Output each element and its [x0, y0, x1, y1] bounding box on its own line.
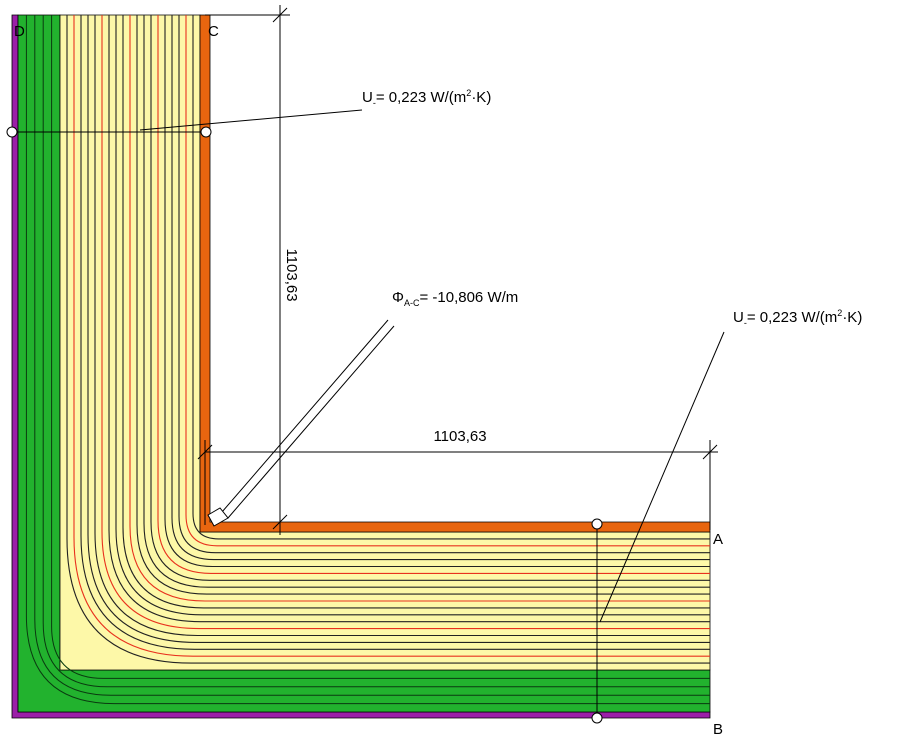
section-point — [7, 127, 17, 137]
u-right-label: U-= 0,223 W/(m2·K) — [733, 308, 862, 328]
section-point — [592, 519, 602, 529]
corner-label: B — [713, 721, 723, 738]
value: = 0,223 W/(m — [376, 89, 466, 106]
section-point — [592, 713, 602, 723]
u-top-label: U-= 0,223 W/(m2·K) — [362, 88, 491, 108]
unit: ·K) — [842, 309, 862, 326]
corner-label: D — [14, 23, 25, 40]
dim-horizontal-label: 1103,63 — [433, 428, 486, 445]
subscript: A-C — [404, 298, 420, 308]
symbol: U — [733, 309, 744, 326]
leader-arrow — [222, 320, 394, 518]
unit: ·K) — [471, 89, 491, 106]
value: = 0,223 W/(m — [747, 309, 837, 326]
diagram: U-= 0,223 W/(m2·K) 1103,63 1103,63 ΦA-C=… — [0, 0, 922, 739]
value: = -10,806 W/m — [419, 289, 518, 306]
section-point — [201, 127, 211, 137]
corner-label: A — [713, 531, 723, 548]
phi-label: ΦA-C= -10,806 W/m — [392, 289, 518, 308]
symbol: U — [362, 89, 373, 106]
corner-label: C — [208, 23, 219, 40]
dim-vertical-label: 1103,63 — [283, 248, 300, 301]
symbol: Φ — [392, 289, 404, 306]
